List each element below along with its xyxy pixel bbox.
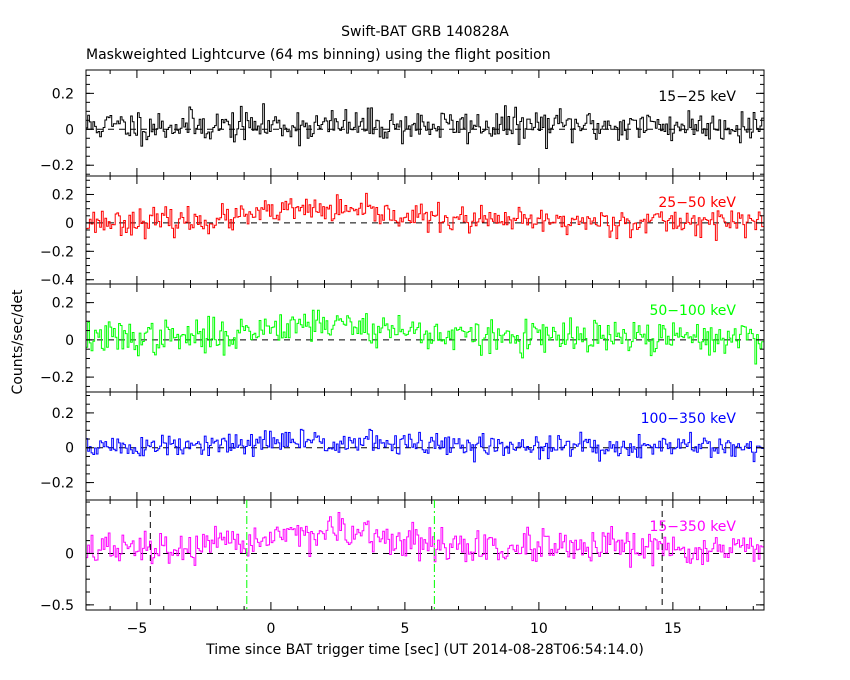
x-tick-label: 15 [664,621,682,637]
x-tick-label: −5 [127,621,148,637]
energy-band-label: 15−350 keV [649,519,736,535]
y-tick-label: 0 [65,216,74,232]
panels-group: −0.200.2 15−25 keV−0.4−0.200.2 25−50 keV−0… [40,69,765,637]
y-tick-label: 0.2 [52,296,74,312]
chart-title: Swift-BAT GRB 140828A [341,24,509,40]
energy-band-label: 50−100 keV [649,303,736,319]
series-line [86,309,764,365]
y-tick-label: 0.2 [52,86,74,102]
panel-1: −0.2 0 0.2 15−25 keV [40,69,765,177]
panel-2: −0.4 −0.2 0 0.2 25−50 keV [40,175,765,289]
energy-band-label: 25−50 keV [658,195,736,211]
y-tick-label: 0.2 [52,187,74,203]
chart-subtitle: Maskweighted Lightcurve (64 ms binning) … [86,47,551,63]
panel-frame [85,499,765,611]
x-tick-label: 5 [400,621,409,637]
y-tick-label: −0.2 [40,158,74,174]
y-tick-label: 0 [65,122,74,138]
y-tick-label: 0 [65,333,74,349]
energy-band-label: 100−350 keV [641,411,737,427]
series-line [86,512,764,568]
y-tick-label: −0.2 [40,244,74,260]
energy-band-label: 15−25 keV [658,89,736,105]
y-tick-label: 0 [65,441,74,457]
y-tick-label: −0.4 [40,273,74,289]
series-line [86,192,764,241]
panel-3: −0.2 0 0.2 50−100 keV [40,283,765,393]
panel-4: −0.2 0 0.2 100−350 keV [40,391,765,501]
x-axis-label: Time since BAT trigger time [sec] (UT 20… [205,642,644,658]
x-tick-label: 10 [530,621,548,637]
y-axis-label: Counts/sec/det [10,289,26,394]
y-tick-label: −0.5 [40,598,74,614]
x-tick-label: 0 [266,621,275,637]
y-tick-label: −0.2 [40,476,74,492]
series-line [86,103,764,149]
y-tick-label: −0.2 [40,370,74,386]
y-tick-label: 0 [65,546,74,562]
series-line [86,428,764,463]
y-tick-label: 0.2 [52,406,74,422]
panel-5: −0.5 0 15−350 keV [40,499,765,614]
panel-frame [85,175,765,285]
